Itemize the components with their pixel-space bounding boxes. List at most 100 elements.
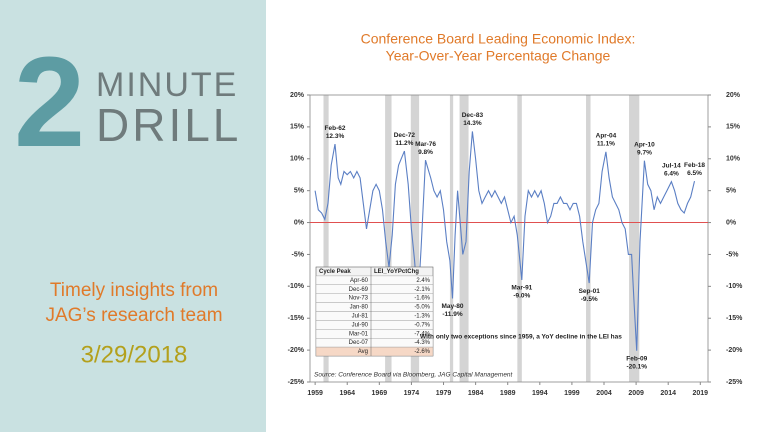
- y2-tick-label: 0%: [726, 219, 737, 226]
- annotation-date: Mar-91: [511, 285, 532, 292]
- y2-tick-label: 20%: [726, 92, 741, 99]
- recession-band: [385, 95, 392, 382]
- date: 3/29/2018: [81, 341, 188, 368]
- y-tick-label: -5%: [292, 251, 305, 258]
- y2-tick-label: 10%: [726, 156, 741, 163]
- y-tick-label: 0%: [294, 219, 305, 226]
- x-tick-label: 2019: [693, 390, 709, 397]
- drill-word: DRILL: [96, 99, 241, 151]
- y2-tick-label: -5%: [726, 251, 739, 258]
- annotation-value: 11.2%: [395, 140, 413, 147]
- big-number: 2: [14, 31, 85, 174]
- annotation-value: 6.5%: [687, 170, 702, 177]
- x-tick-label: 1984: [468, 390, 484, 397]
- x-tick-label: 1969: [372, 390, 388, 397]
- table-cell: -1.3%: [414, 314, 430, 320]
- y-tick-label: 20%: [290, 92, 305, 99]
- y2-tick-label: -10%: [726, 283, 743, 290]
- annotation-date: May-80: [441, 303, 463, 310]
- table-row: [315, 346, 434, 357]
- chart-subtitle: Year-Over-Year Percentage Change: [386, 48, 611, 64]
- table-cell: -0.7%: [414, 322, 430, 328]
- y2-tick-label: -15%: [726, 315, 743, 322]
- x-tick-label: 2004: [596, 390, 612, 397]
- table-cell: -7.4%: [414, 331, 430, 337]
- annotation-date: Dec-72: [394, 132, 416, 139]
- y-tick-label: -20%: [288, 347, 305, 354]
- table-cell: Apr-60: [350, 278, 369, 284]
- table-cell: -4.3%: [414, 340, 430, 346]
- y2-tick-label: -25%: [726, 379, 743, 386]
- y-tick-label: 10%: [290, 156, 305, 163]
- table-cell: Jul-90: [352, 322, 369, 328]
- table-cell: Dec-07: [349, 340, 369, 346]
- x-tick-label: 1989: [500, 390, 516, 397]
- x-tick-label: 1994: [532, 390, 548, 397]
- table-cell: Dec-69: [349, 287, 369, 293]
- table-cell: Jul-81: [352, 314, 369, 320]
- table-cell: -5.0%: [414, 305, 430, 311]
- y-tick-label: 15%: [290, 124, 305, 131]
- annotation-date: Feb-18: [684, 162, 705, 169]
- y-tick-label: 5%: [294, 188, 305, 195]
- note: With only two exceptions since 1959, a Y…: [420, 334, 622, 341]
- recession-band: [323, 95, 329, 382]
- annotation-date: Apr-10: [634, 141, 655, 148]
- annotation-value: 6.4%: [664, 170, 679, 177]
- y2-tick-label: -20%: [726, 347, 743, 354]
- annotation-value: -20.1%: [626, 363, 647, 370]
- table-header: Cycle Peak: [319, 269, 351, 275]
- annotation-value: 12.3%: [326, 133, 345, 140]
- left-panel: [0, 0, 266, 432]
- table-cell: -1.6%: [414, 296, 430, 302]
- recession-band: [586, 95, 591, 382]
- table-cell: 2.4%: [416, 278, 430, 284]
- table-cell: Jan-80: [350, 305, 369, 311]
- annotation-value: -9.0%: [513, 293, 530, 300]
- annotation-date: Apr-04: [596, 132, 617, 139]
- recession-band: [459, 95, 469, 382]
- x-tick-label: 2014: [660, 390, 676, 397]
- recession-band: [449, 95, 454, 382]
- recession-band: [410, 95, 420, 382]
- recession-band: [517, 95, 522, 382]
- x-tick-label: 1979: [436, 390, 452, 397]
- x-tick-label: 1974: [404, 390, 420, 397]
- x-tick-label: 2009: [628, 390, 644, 397]
- y2-tick-label: 15%: [726, 124, 741, 131]
- table-cell: -2.1%: [414, 287, 430, 293]
- annotation-date: Feb-09: [626, 355, 647, 362]
- x-tick-label: 1964: [339, 390, 355, 397]
- table-cell: Mar-01: [349, 331, 369, 337]
- table-cell: -2.6%: [414, 349, 430, 355]
- table-cell: Nov-73: [349, 296, 369, 302]
- annotation-value: 9.8%: [418, 149, 433, 156]
- chart-title: Conference Board Leading Economic Index:: [361, 31, 636, 47]
- table-header: LEI_YoYPctChg: [374, 269, 419, 275]
- plot: 20% 15% 10% 5% 0% -5% -10% -15% -20% -25% 20% 15% 10…: [288, 92, 743, 397]
- annotation-value: -11.9%: [442, 311, 462, 318]
- recession-band: [629, 95, 640, 382]
- x-tick-label: 1959: [307, 390, 323, 397]
- y-tick-label: -15%: [288, 315, 305, 322]
- plot-frame: [309, 94, 709, 383]
- lei-line: [314, 131, 696, 351]
- x-tick-label: 1999: [564, 390, 580, 397]
- annotation-value: -9.5%: [581, 296, 598, 303]
- tagline: JAG’s research team: [45, 305, 222, 326]
- annotation-date: Feb-62: [325, 125, 346, 132]
- y-tick-label: -10%: [288, 283, 305, 290]
- annotation-value: 9.7%: [637, 149, 652, 156]
- annotation-value: 14.3%: [463, 120, 482, 127]
- annotation-date: Jul-14: [662, 162, 681, 169]
- y2-tick-label: 5%: [726, 188, 737, 195]
- annotation-date: Sep-01: [579, 288, 601, 295]
- table-cell: Avg: [358, 349, 368, 355]
- annotation-value: 11.1%: [597, 140, 615, 147]
- minute-word: MINUTE: [96, 66, 238, 104]
- annotation-date: Mar-76: [415, 141, 436, 148]
- tagline: Timely insights from: [50, 280, 218, 301]
- source: Source: Conference Board via Bloomberg, …: [314, 372, 514, 379]
- y-tick-label: -25%: [288, 379, 305, 386]
